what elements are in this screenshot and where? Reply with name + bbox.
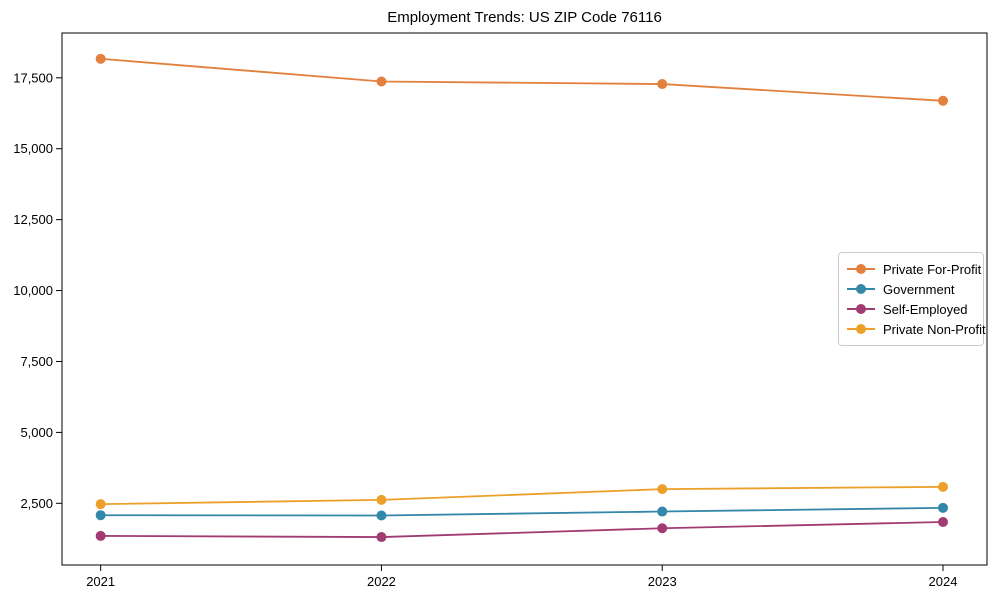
data-point-government-2021 xyxy=(95,510,106,521)
data-point-private-for-profit-2021 xyxy=(95,53,106,64)
legend-label: Government xyxy=(883,281,955,297)
series-line-private-non-profit xyxy=(100,485,944,506)
legend-marker-icon xyxy=(847,264,875,275)
legend-marker-icon xyxy=(847,324,875,335)
y-tick-label: 7,500 xyxy=(20,354,53,369)
data-point-self-employed-2024 xyxy=(938,517,949,528)
y-tick-label: 15,000 xyxy=(13,141,53,156)
plot-border xyxy=(61,32,988,566)
legend-marker-icon xyxy=(847,284,875,295)
legend-label: Private For-Profit xyxy=(883,261,982,277)
data-point-self-employed-2022 xyxy=(376,532,387,543)
data-point-private-for-profit-2024 xyxy=(938,95,949,106)
y-tick-label: 2,500 xyxy=(20,496,53,511)
data-point-government-2023 xyxy=(657,506,668,517)
x-tick-label: 2022 xyxy=(367,574,396,589)
data-point-private-for-profit-2023 xyxy=(657,79,668,90)
x-tick-label: 2023 xyxy=(648,574,677,589)
data-point-self-employed-2021 xyxy=(95,530,106,541)
y-tick-label: 5,000 xyxy=(20,425,53,440)
x-tick-label: 2024 xyxy=(929,574,958,589)
chart-title: Employment Trends: US ZIP Code 76116 xyxy=(387,9,662,26)
series-line-self-employed xyxy=(100,521,944,538)
legend-label: Private Non-Profit xyxy=(883,321,986,337)
y-tick-label: 12,500 xyxy=(13,212,53,227)
data-point-private-non-profit-2022 xyxy=(376,494,387,505)
series-line-private-for-profit xyxy=(100,57,944,102)
data-point-government-2022 xyxy=(376,510,387,521)
x-tick-label: 2021 xyxy=(86,574,115,589)
data-point-private-non-profit-2024 xyxy=(938,481,949,492)
data-point-private-non-profit-2021 xyxy=(95,499,106,510)
y-tick-label: 10,000 xyxy=(13,283,53,298)
legend-marker-icon xyxy=(847,304,875,315)
legend-item-self-employed: Self-Employed xyxy=(847,299,975,319)
series-line-government xyxy=(100,506,944,517)
legend-label: Self-Employed xyxy=(883,301,968,317)
legend-item-private-non-profit: Private Non-Profit xyxy=(847,319,986,339)
legend: Private For-Profit Government Self-Employe… xyxy=(838,252,986,346)
data-point-private-non-profit-2023 xyxy=(657,484,668,495)
data-point-government-2024 xyxy=(938,502,949,513)
data-point-private-for-profit-2022 xyxy=(376,76,387,87)
legend-item-private-for-profit: Private For-Profit xyxy=(847,259,981,279)
data-point-self-employed-2023 xyxy=(657,523,668,534)
legend-item-government: Government xyxy=(847,279,975,299)
y-tick-label: 17,500 xyxy=(13,70,53,85)
